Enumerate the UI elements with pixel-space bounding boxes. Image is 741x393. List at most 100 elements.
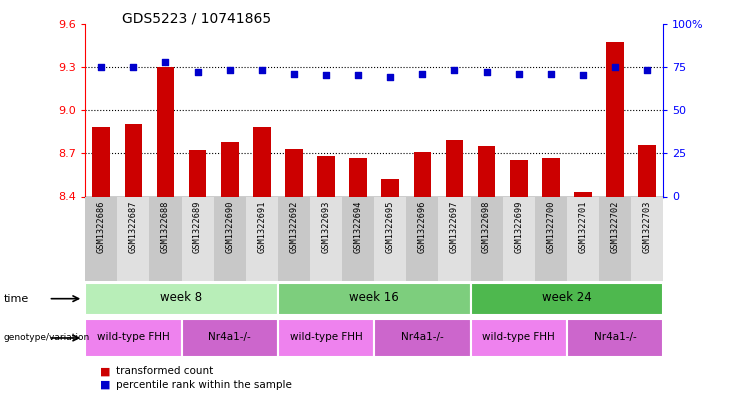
Text: GSM1322703: GSM1322703 xyxy=(642,201,651,253)
Bar xyxy=(374,318,471,358)
Text: Nr4a1-/-: Nr4a1-/- xyxy=(401,332,444,342)
Point xyxy=(641,67,653,73)
Text: GSM1322698: GSM1322698 xyxy=(482,201,491,253)
Point xyxy=(256,67,268,73)
Bar xyxy=(342,24,374,196)
Bar xyxy=(189,151,207,196)
Bar xyxy=(85,283,278,314)
Point xyxy=(320,72,332,79)
Bar xyxy=(406,24,439,196)
Bar xyxy=(221,142,239,196)
Text: transformed count: transformed count xyxy=(116,366,213,376)
Bar xyxy=(471,24,502,196)
Bar xyxy=(278,318,374,358)
Text: GSM1322689: GSM1322689 xyxy=(193,201,202,253)
Bar xyxy=(478,146,496,196)
Bar xyxy=(349,158,367,196)
Bar xyxy=(567,196,599,281)
Bar xyxy=(439,196,471,281)
Text: week 16: week 16 xyxy=(349,292,399,305)
Bar xyxy=(631,24,663,196)
Bar xyxy=(374,24,406,196)
Point xyxy=(513,71,525,77)
Bar xyxy=(535,196,567,281)
Text: GSM1322690: GSM1322690 xyxy=(225,201,234,253)
Point xyxy=(448,67,460,73)
Bar xyxy=(246,24,278,196)
Text: GSM1322700: GSM1322700 xyxy=(546,201,555,253)
Bar xyxy=(156,67,174,196)
Point xyxy=(224,67,236,73)
Bar xyxy=(85,196,117,281)
Bar xyxy=(253,127,270,196)
Bar xyxy=(117,24,150,196)
Point xyxy=(159,59,171,65)
Bar xyxy=(310,196,342,281)
Text: wild-type FHH: wild-type FHH xyxy=(482,332,555,342)
Bar xyxy=(182,318,278,358)
Text: week 24: week 24 xyxy=(542,292,592,305)
Point xyxy=(577,72,589,79)
Text: GSM1322691: GSM1322691 xyxy=(257,201,266,253)
Bar xyxy=(85,318,182,358)
Text: GSM1322699: GSM1322699 xyxy=(514,201,523,253)
Bar xyxy=(85,24,117,196)
Point xyxy=(352,72,364,79)
Bar xyxy=(182,196,213,281)
Bar xyxy=(439,24,471,196)
Bar xyxy=(638,145,656,196)
Point xyxy=(545,71,556,77)
Bar xyxy=(382,179,399,196)
Bar xyxy=(535,24,567,196)
Bar xyxy=(278,283,471,314)
Bar xyxy=(278,24,310,196)
Text: ■: ■ xyxy=(100,366,114,376)
Bar xyxy=(599,196,631,281)
Text: ■: ■ xyxy=(100,380,114,390)
Bar xyxy=(631,196,663,281)
Point xyxy=(385,74,396,80)
Point xyxy=(609,64,621,70)
Text: genotype/variation: genotype/variation xyxy=(4,334,90,342)
Text: GSM1322702: GSM1322702 xyxy=(611,201,619,253)
Bar xyxy=(93,127,110,196)
Bar xyxy=(471,196,502,281)
Text: GSM1322688: GSM1322688 xyxy=(161,201,170,253)
Bar xyxy=(567,24,599,196)
Bar xyxy=(471,283,663,314)
Bar xyxy=(124,125,142,196)
Bar xyxy=(471,318,567,358)
Text: GSM1322692: GSM1322692 xyxy=(290,201,299,253)
Text: Nr4a1-/-: Nr4a1-/- xyxy=(594,332,637,342)
Bar xyxy=(502,196,535,281)
Bar xyxy=(374,196,406,281)
Point xyxy=(481,69,493,75)
Text: wild-type FHH: wild-type FHH xyxy=(97,332,170,342)
Bar xyxy=(117,196,150,281)
Bar xyxy=(599,24,631,196)
Text: GSM1322693: GSM1322693 xyxy=(322,201,330,253)
Bar xyxy=(445,140,463,196)
Text: Nr4a1-/-: Nr4a1-/- xyxy=(208,332,251,342)
Text: GSM1322694: GSM1322694 xyxy=(353,201,362,253)
Bar xyxy=(510,160,528,196)
Text: GSM1322695: GSM1322695 xyxy=(386,201,395,253)
Bar xyxy=(606,42,624,196)
Bar xyxy=(150,196,182,281)
Bar xyxy=(150,24,182,196)
Text: GSM1322686: GSM1322686 xyxy=(97,201,106,253)
Text: percentile rank within the sample: percentile rank within the sample xyxy=(116,380,292,390)
Point xyxy=(192,69,204,75)
Bar xyxy=(542,158,559,196)
Point xyxy=(288,71,300,77)
Bar xyxy=(413,152,431,196)
Point xyxy=(127,64,139,70)
Text: GSM1322696: GSM1322696 xyxy=(418,201,427,253)
Text: GSM1322687: GSM1322687 xyxy=(129,201,138,253)
Bar xyxy=(182,24,213,196)
Text: GDS5223 / 10741865: GDS5223 / 10741865 xyxy=(122,12,271,26)
Text: GSM1322701: GSM1322701 xyxy=(579,201,588,253)
Point xyxy=(416,71,428,77)
Text: GSM1322697: GSM1322697 xyxy=(450,201,459,253)
Text: wild-type FHH: wild-type FHH xyxy=(290,332,362,342)
